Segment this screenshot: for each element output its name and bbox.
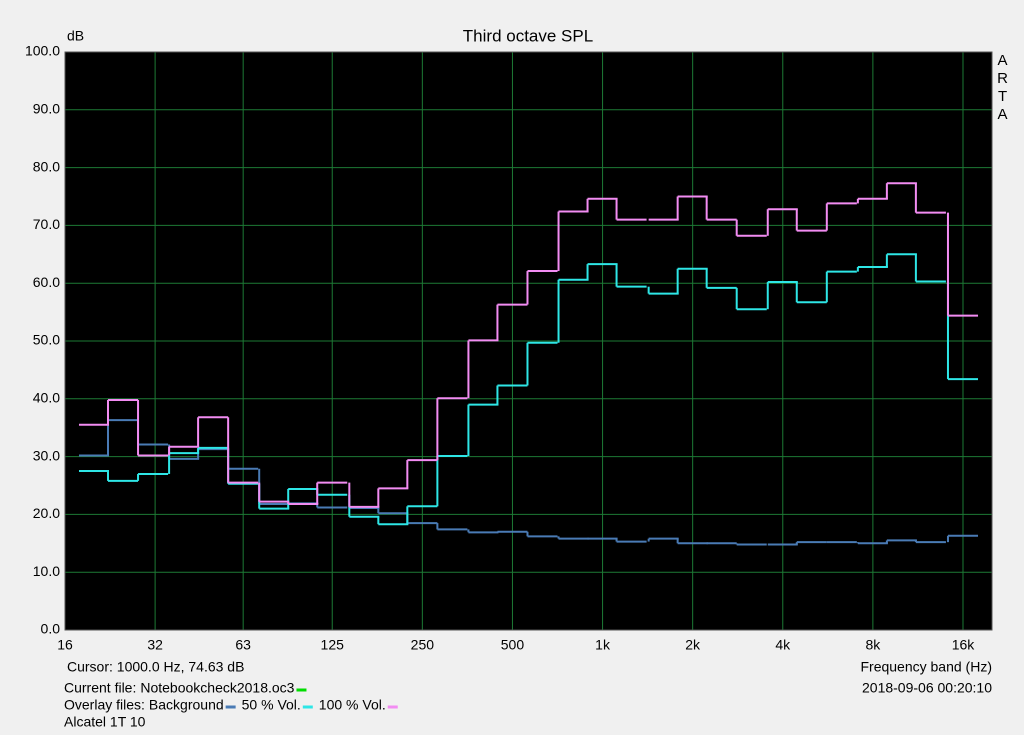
y-tick-label: 50.0 [33,332,60,348]
x-axis-label: Frequency band (Hz) [860,659,992,675]
y-tick-label: 80.0 [33,158,60,174]
y-tick-label: 20.0 [33,505,60,521]
series-layer [78,182,979,546]
cursor-readout: Cursor: 1000.0 Hz, 74.63 dB [67,659,244,675]
x-tick-label: 16k [952,637,976,653]
legend-entry: Background [149,697,224,713]
timestamp: 2018-09-06 00:20:10 [862,680,992,696]
x-tick-label: 125 [321,637,345,653]
x-tick-label: 2k [685,637,701,653]
y-tick-label: 100.0 [25,43,60,59]
x-tick-label: 250 [411,637,435,653]
x-tick-label: 32 [147,637,163,653]
legend-entry: 50 % Vol. [242,697,301,713]
x-tick-label: 500 [501,637,525,653]
x-tick-label: 1k [595,637,611,653]
current-file-label: Current file: [64,680,136,696]
y-tick-label: 60.0 [33,274,60,290]
y-axis-label: dB [67,28,84,44]
y-tick-label: 90.0 [33,101,60,117]
current-file: Notebookcheck2018.oc3 [140,680,294,696]
plot-frame [64,51,993,631]
legend-entry: 100 % Vol. [319,697,386,713]
y-tick-label: 10.0 [33,563,60,579]
device-name: Alcatel 1T 10 [64,714,146,730]
y-tick-label: 70.0 [33,216,60,232]
y-tick-label: 40.0 [33,390,60,406]
x-tick-label: 63 [235,637,251,653]
watermark: ARTA [994,52,1011,124]
y-tick-label: 0.0 [41,621,61,637]
x-tick-label: 8k [865,637,881,653]
x-tick-label: 4k [775,637,791,653]
overlay-label: Overlay files: [64,697,145,713]
chart-title: Third octave SPL [463,26,593,45]
y-tick-label: 30.0 [33,447,60,463]
x-tick-label: 16 [57,637,73,653]
